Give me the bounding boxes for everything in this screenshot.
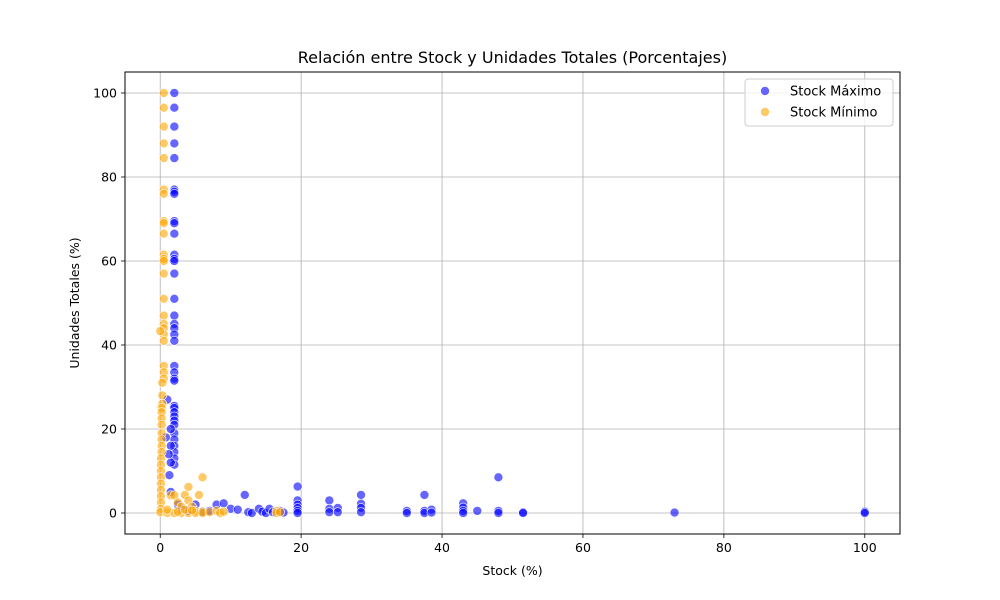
data-point-stock-maximo (419, 490, 430, 500)
data-point-stock-maximo (324, 495, 335, 506)
data-point-stock-maximo (356, 490, 366, 500)
data-point-stock-minimo (158, 138, 169, 149)
data-point-stock-minimo (155, 326, 166, 336)
grid-lines (125, 72, 900, 534)
data-point-stock-maximo (169, 310, 180, 321)
data-point-stock-minimo (275, 507, 285, 517)
data-point-stock-maximo (332, 507, 343, 517)
x-tick-label: 60 (575, 540, 591, 555)
data-point-stock-maximo (169, 335, 180, 346)
data-point-stock-maximo (165, 440, 176, 451)
data-point-stock-maximo (493, 508, 504, 518)
data-point-stock-minimo (157, 390, 168, 401)
data-point-stock-maximo (165, 424, 176, 434)
data-point-stock-minimo (158, 153, 169, 163)
data-point-stock-maximo (169, 228, 180, 239)
y-tick-label: 20 (101, 422, 117, 437)
data-point-stock-maximo (165, 457, 176, 468)
data-point-stock-maximo (324, 507, 335, 517)
data-point-stock-minimo (156, 419, 167, 430)
data-point-stock-minimo (162, 504, 173, 515)
x-tick-label: 20 (293, 540, 309, 555)
data-point-stock-maximo (292, 508, 303, 518)
data-point-stock-maximo (239, 490, 250, 500)
series-stock-minimo (155, 88, 285, 518)
x-axis-label: Stock (%) (482, 563, 542, 578)
data-point-stock-minimo (158, 218, 169, 228)
data-points (155, 88, 870, 518)
x-tick-label: 0 (156, 540, 164, 555)
x-tick-label: 100 (853, 540, 877, 555)
y-tick-label: 40 (101, 338, 117, 353)
x-tick-label: 80 (716, 540, 732, 555)
data-point-stock-maximo (426, 507, 437, 518)
data-point-stock-maximo (472, 506, 483, 516)
data-point-stock-maximo (169, 268, 180, 279)
data-point-stock-maximo (169, 153, 180, 163)
data-point-stock-maximo (669, 507, 680, 518)
data-point-stock-maximo (458, 508, 468, 518)
y-tick-label: 0 (109, 506, 117, 521)
data-point-stock-minimo (158, 268, 169, 279)
data-point-stock-minimo (187, 505, 197, 516)
data-point-stock-maximo (169, 121, 180, 132)
data-point-stock-minimo (158, 293, 169, 304)
legend: Stock Máximo Stock Mínimo (744, 78, 894, 127)
axis-ticks: 0 20 40 60 80 100 0 20 40 60 80 100 (93, 86, 877, 556)
x-tick-label: 40 (434, 540, 450, 555)
data-point-stock-maximo (169, 218, 180, 228)
data-point-stock-minimo (158, 310, 169, 321)
data-point-stock-maximo (292, 481, 303, 492)
y-axis-label: Unidades Totales (%) (67, 237, 82, 368)
data-point-stock-minimo (157, 377, 168, 388)
data-point-stock-maximo (169, 189, 180, 199)
legend-marker-stock-minimo (760, 107, 770, 117)
data-point-stock-maximo (493, 472, 504, 483)
chart-title: Relación entre Stock y Unidades Totales … (298, 48, 727, 67)
data-point-stock-maximo (232, 504, 243, 515)
data-point-stock-maximo (169, 256, 180, 266)
legend-marker-stock-maximo (760, 86, 770, 96)
data-point-stock-maximo (859, 508, 870, 518)
data-point-stock-maximo (169, 138, 180, 149)
legend-label-stock-maximo: Stock Máximo (790, 85, 881, 100)
data-point-stock-minimo (183, 482, 194, 492)
y-tick-label: 80 (101, 170, 117, 185)
data-point-stock-minimo (197, 472, 208, 483)
y-tick-label: 60 (101, 254, 117, 269)
data-point-stock-minimo (158, 228, 169, 239)
data-point-stock-minimo (194, 490, 204, 500)
data-point-stock-maximo (164, 470, 175, 481)
data-point-stock-minimo (158, 335, 169, 346)
data-point-stock-minimo (158, 88, 169, 98)
data-point-stock-minimo (218, 506, 229, 517)
legend-label-stock-minimo: Stock Mínimo (790, 106, 877, 121)
legend-box (744, 78, 894, 127)
data-point-stock-minimo (158, 189, 169, 199)
data-point-stock-maximo (169, 88, 180, 98)
data-point-stock-maximo (402, 508, 412, 518)
data-point-stock-maximo (169, 102, 180, 113)
data-point-stock-maximo (169, 375, 180, 386)
series-stock-maximo (161, 88, 870, 518)
data-point-stock-maximo (169, 293, 180, 304)
data-point-stock-maximo (356, 507, 366, 517)
data-point-stock-minimo (158, 256, 169, 266)
y-tick-label: 100 (93, 86, 117, 101)
data-point-stock-minimo (158, 102, 169, 113)
data-point-stock-maximo (518, 508, 528, 518)
data-point-stock-maximo (247, 508, 257, 518)
data-point-stock-minimo (158, 121, 169, 132)
plot-frame (124, 71, 901, 535)
